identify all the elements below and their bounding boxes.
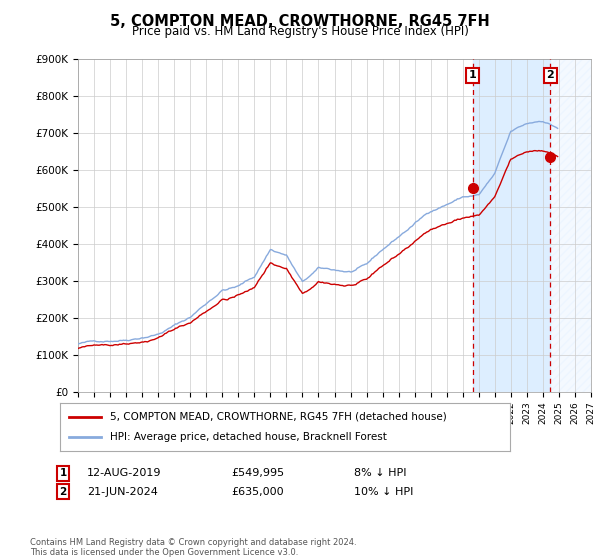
Text: Contains HM Land Registry data © Crown copyright and database right 2024.
This d: Contains HM Land Registry data © Crown c… — [30, 538, 356, 557]
Text: 5, COMPTON MEAD, CROWTHORNE, RG45 7FH: 5, COMPTON MEAD, CROWTHORNE, RG45 7FH — [110, 14, 490, 29]
Text: 2: 2 — [547, 71, 554, 81]
Text: 2: 2 — [59, 487, 67, 497]
Text: £635,000: £635,000 — [231, 487, 284, 497]
Text: 5, COMPTON MEAD, CROWTHORNE, RG45 7FH (detached house): 5, COMPTON MEAD, CROWTHORNE, RG45 7FH (d… — [110, 412, 446, 422]
Text: 21-JUN-2024: 21-JUN-2024 — [87, 487, 158, 497]
Text: HPI: Average price, detached house, Bracknell Forest: HPI: Average price, detached house, Brac… — [110, 432, 386, 442]
Bar — [473, 59, 550, 392]
Bar — [550, 59, 591, 392]
Text: 1: 1 — [59, 468, 67, 478]
Text: 8% ↓ HPI: 8% ↓ HPI — [354, 468, 407, 478]
Text: Price paid vs. HM Land Registry's House Price Index (HPI): Price paid vs. HM Land Registry's House … — [131, 25, 469, 38]
Text: 1: 1 — [469, 71, 476, 81]
Text: 12-AUG-2019: 12-AUG-2019 — [87, 468, 161, 478]
Text: 10% ↓ HPI: 10% ↓ HPI — [354, 487, 413, 497]
Text: £549,995: £549,995 — [231, 468, 284, 478]
